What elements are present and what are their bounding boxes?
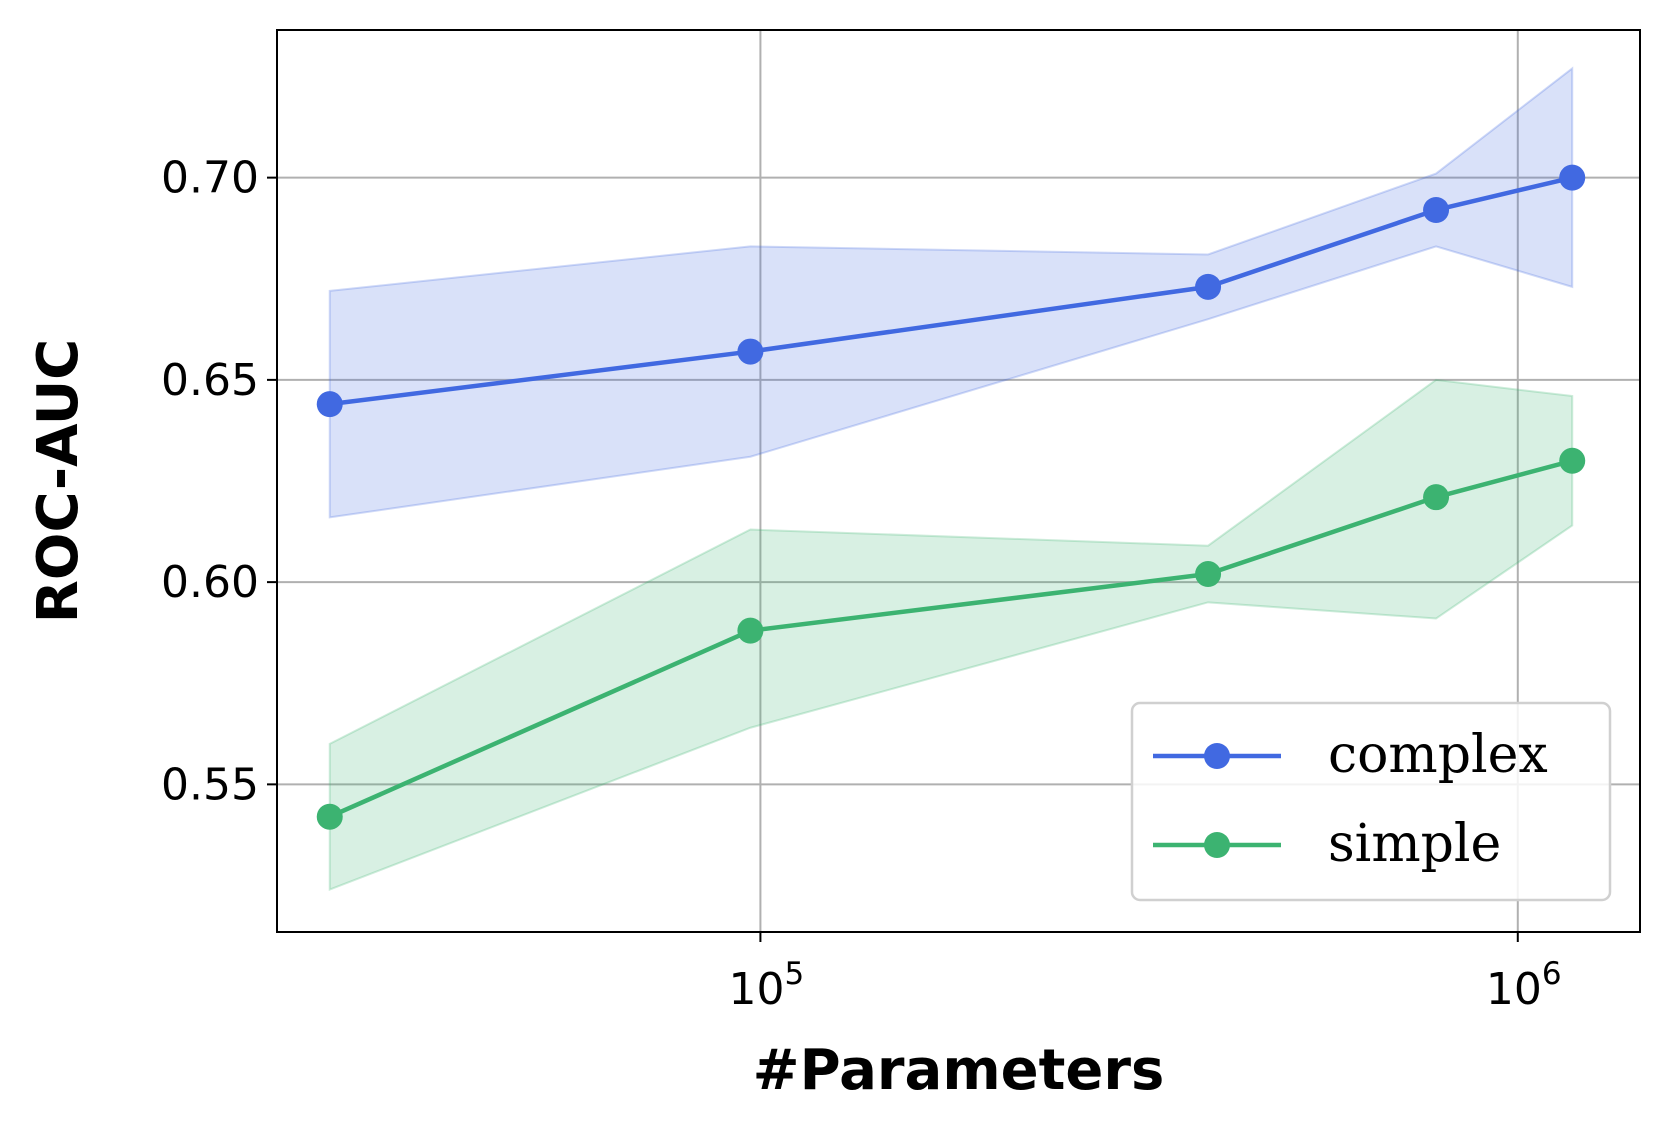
point-complex [1195, 273, 1222, 300]
x-tick-exponent: 5 [785, 956, 805, 992]
point-simple [1559, 447, 1586, 474]
y-tick-label: 0.70 [161, 153, 259, 204]
point-complex [737, 338, 764, 365]
legend-label-complex: complex [1328, 725, 1548, 785]
y-tick-label: 0.60 [161, 557, 259, 608]
series-points [316, 164, 1586, 830]
x-ticks: 105 106 [729, 932, 1562, 1015]
band-complex [328, 66, 1574, 519]
point-simple [737, 617, 764, 644]
point-simple [1423, 484, 1450, 511]
y-tick-label: 0.65 [161, 355, 259, 406]
x-tick-label: 105 [729, 956, 805, 1015]
point-complex [1423, 196, 1450, 223]
x-axis-label: #Parameters [753, 1038, 1165, 1103]
point-simple [1195, 561, 1222, 588]
x-tick-label: 106 [1486, 956, 1562, 1015]
point-complex [316, 391, 343, 418]
legend-marker-simple [1204, 832, 1230, 858]
y-axis-label: ROC-AUC [26, 339, 91, 624]
point-simple [316, 803, 343, 830]
plot-frame [276, 29, 1641, 933]
confidence-bands [328, 66, 1574, 891]
x-tick-base: 10 [1486, 964, 1542, 1015]
legend-label-simple: simple [1328, 814, 1501, 874]
point-complex [1559, 164, 1586, 191]
x-tick-exponent: 6 [1542, 956, 1562, 992]
band-simple [328, 378, 1574, 891]
legend-box [1130, 701, 1612, 902]
legend: complex simple [1130, 701, 1612, 902]
y-tick-label: 0.55 [161, 759, 259, 810]
legend-marker-complex [1204, 743, 1230, 769]
x-tick-base: 10 [729, 964, 785, 1015]
y-ticks: 0.55 0.60 0.65 0.70 [161, 153, 277, 810]
